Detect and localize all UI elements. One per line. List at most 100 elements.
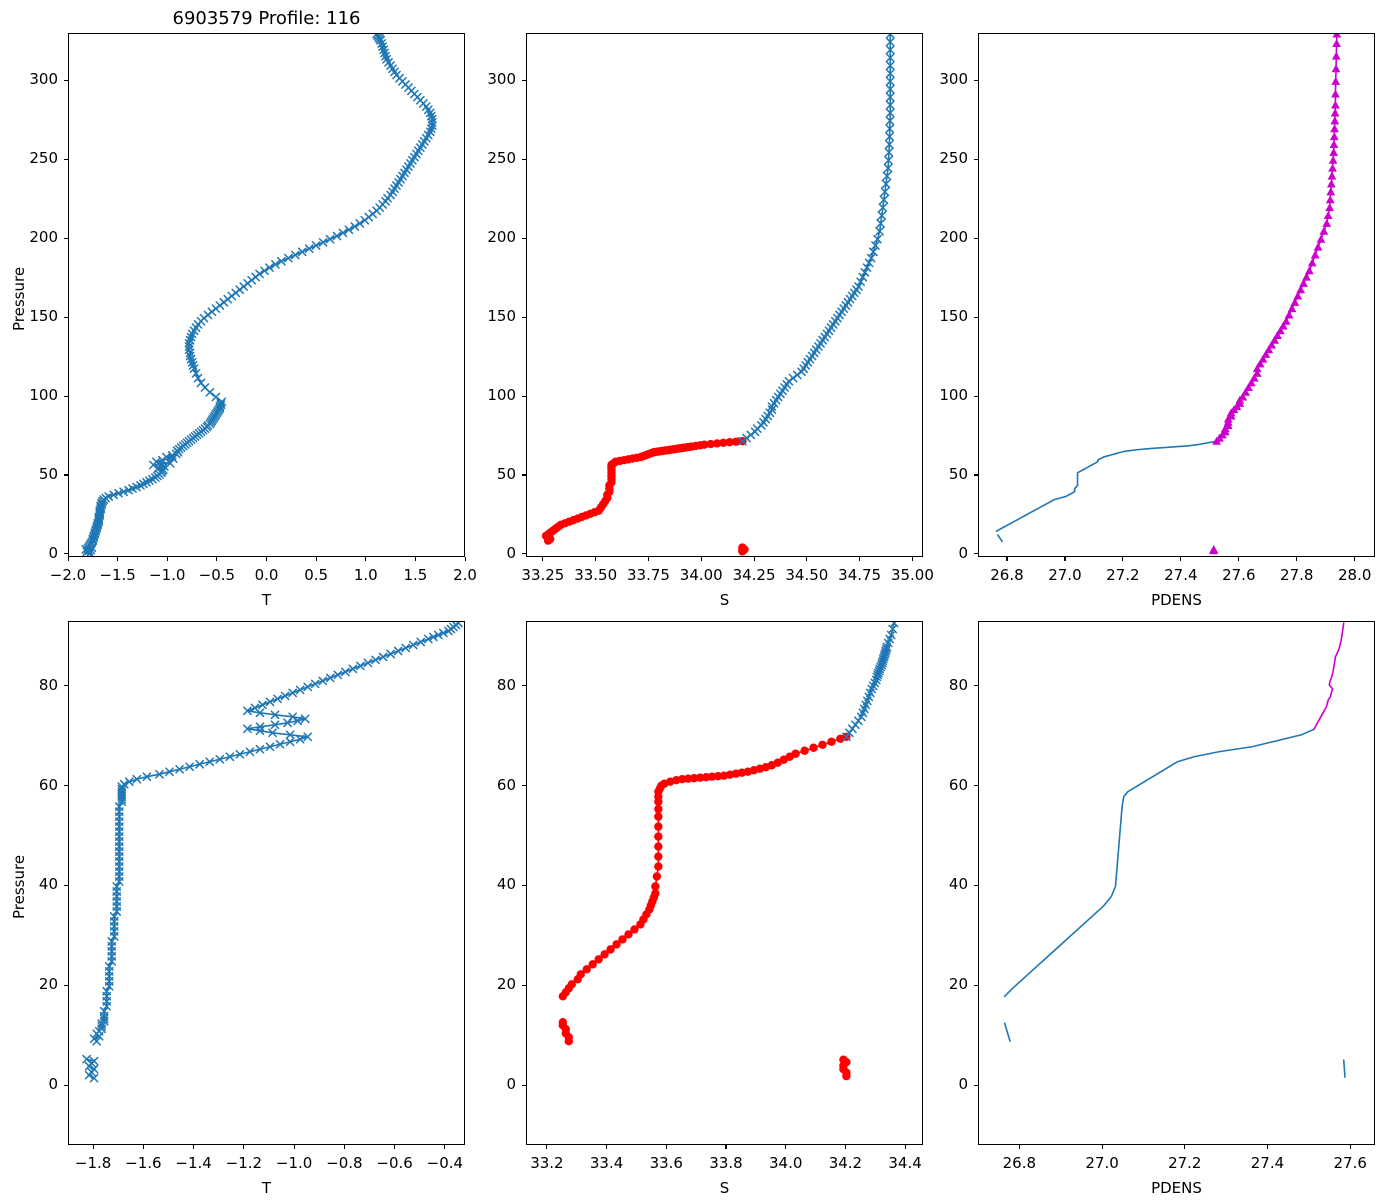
ytick-label-bottom-right-pdens-zoom-1: 20 <box>948 975 968 994</box>
ytick-mark-top-right-pdens-1 <box>974 474 978 476</box>
figure-title: 6903579 Profile: 116 <box>172 8 361 29</box>
xtick-mark-top-left-temperature-5 <box>315 557 317 561</box>
xtick-label-top-right-pdens-5: 27.8 <box>1280 566 1314 584</box>
ytick-label-top-left-temperature-0: 0 <box>48 543 58 562</box>
xtick-label-top-middle-salinity-6: 34.75 <box>838 566 882 584</box>
ytick-label-top-middle-salinity-0: 0 <box>506 543 516 562</box>
xtick-mark-bottom-middle-salinity-zoom-2 <box>665 1145 667 1149</box>
ytick-label-top-left-temperature-1: 50 <box>38 464 58 483</box>
ytick-label-bottom-middle-salinity-zoom-0: 0 <box>506 1075 516 1094</box>
ytick-label-top-middle-salinity-5: 250 <box>487 149 516 168</box>
xtick-mark-top-middle-salinity-6 <box>859 557 861 561</box>
xtick-mark-bottom-left-temperature-zoom-5 <box>343 1145 345 1149</box>
ytick-label-bottom-middle-salinity-zoom-3: 60 <box>496 775 516 794</box>
axes-frame-bottom-left-temperature-zoom <box>68 621 465 1145</box>
xaxis-label-top-middle-salinity: S <box>719 591 730 609</box>
xtick-mark-bottom-left-temperature-zoom-3 <box>243 1145 245 1149</box>
ytick-mark-top-right-pdens-2 <box>974 395 978 397</box>
ytick-label-top-middle-salinity-2: 100 <box>487 386 516 404</box>
ytick-mark-bottom-right-pdens-zoom-2 <box>974 884 978 887</box>
series-top-right-pdens-0 <box>1209 545 1219 555</box>
xtick-mark-top-right-pdens-1 <box>1064 557 1066 561</box>
xtick-mark-top-left-temperature-6 <box>365 557 367 561</box>
series-bottom-middle-salinity-zoom-2 <box>558 732 851 1001</box>
series-top-middle-salinity-0 <box>738 543 749 556</box>
ytick-mark-top-middle-salinity-4 <box>522 237 526 239</box>
xtick-label-bottom-middle-salinity-zoom-4: 34.0 <box>768 1154 803 1172</box>
xtick-label-top-right-pdens-0: 26.8 <box>990 566 1024 584</box>
ytick-mark-bottom-left-temperature-zoom-2 <box>64 884 68 887</box>
ytick-mark-bottom-left-temperature-zoom-4 <box>64 685 68 687</box>
ytick-label-bottom-right-pdens-zoom-4: 80 <box>948 675 968 694</box>
ytick-mark-bottom-middle-salinity-zoom-1 <box>522 984 526 986</box>
ytick-mark-top-middle-salinity-5 <box>522 158 526 160</box>
xtick-label-bottom-middle-salinity-zoom-1: 33.4 <box>589 1154 624 1172</box>
xtick-label-bottom-left-temperature-zoom-6: −0.6 <box>376 1154 413 1172</box>
ytick-mark-top-right-pdens-0 <box>974 553 978 555</box>
xaxis-label-bottom-middle-salinity-zoom: S <box>719 1179 730 1197</box>
series-top-right-pdens-3 <box>1212 34 1342 445</box>
axes-frame-top-right-pdens <box>978 33 1375 557</box>
ytick-mark-top-left-temperature-1 <box>64 474 68 476</box>
xtick-label-bottom-middle-salinity-zoom-6: 34.4 <box>888 1154 922 1172</box>
ytick-mark-top-middle-salinity-3 <box>522 316 526 318</box>
xtick-label-bottom-left-temperature-zoom-4: −1.0 <box>275 1154 313 1172</box>
ytick-label-top-left-temperature-3: 150 <box>29 307 58 326</box>
ytick-mark-top-left-temperature-6 <box>64 79 68 81</box>
xtick-label-top-left-temperature-1: −1.5 <box>99 566 136 584</box>
xtick-label-top-right-pdens-4: 27.6 <box>1222 566 1256 584</box>
xtick-mark-bottom-middle-salinity-zoom-3 <box>725 1145 727 1149</box>
xtick-mark-top-middle-salinity-4 <box>753 557 755 561</box>
xtick-mark-top-right-pdens-4 <box>1238 557 1240 561</box>
ytick-mark-top-right-pdens-4 <box>974 237 978 239</box>
series-top-middle-salinity-1 <box>541 437 747 545</box>
xtick-label-bottom-left-temperature-zoom-3: −1.2 <box>225 1154 263 1172</box>
ytick-label-top-right-pdens-0: 0 <box>958 543 968 562</box>
ytick-mark-top-left-temperature-0 <box>64 553 68 555</box>
xtick-mark-top-left-temperature-4 <box>266 557 268 561</box>
xaxis-label-bottom-left-temperature-zoom: T <box>261 1179 272 1197</box>
series-bottom-right-pdens-zoom-0 <box>1342 1059 1346 1078</box>
ytick-label-top-middle-salinity-3: 150 <box>487 307 516 326</box>
ytick-mark-bottom-left-temperature-zoom-1 <box>64 984 68 986</box>
ytick-label-bottom-left-temperature-zoom-3: 60 <box>38 775 58 794</box>
ytick-label-top-left-temperature-6: 300 <box>29 70 58 89</box>
plot-area-top-left-temperature <box>81 34 437 556</box>
ytick-mark-top-middle-salinity-6 <box>522 79 526 81</box>
panel-top-left-temperature <box>68 33 465 557</box>
xtick-label-bottom-left-temperature-zoom-5: −0.8 <box>326 1154 363 1172</box>
series-top-middle-salinity-2 <box>738 34 895 446</box>
ytick-label-bottom-right-pdens-zoom-3: 60 <box>948 775 968 794</box>
series-bottom-right-pdens-zoom-3 <box>1313 622 1345 731</box>
ytick-label-bottom-middle-salinity-zoom-1: 20 <box>496 975 516 994</box>
xtick-label-bottom-middle-salinity-zoom-0: 33.2 <box>530 1154 564 1172</box>
xtick-label-bottom-right-pdens-zoom-2: 27.2 <box>1168 1154 1202 1172</box>
xtick-mark-top-right-pdens-3 <box>1180 557 1182 561</box>
series-bottom-left-temperature-zoom-0 <box>82 1054 99 1083</box>
xtick-label-top-middle-salinity-1: 33.50 <box>574 566 618 584</box>
xtick-mark-top-middle-salinity-5 <box>806 557 808 561</box>
ytick-label-top-right-pdens-2: 100 <box>939 386 968 404</box>
xtick-mark-bottom-right-pdens-zoom-1 <box>1101 1145 1103 1149</box>
plot-area-top-right-pdens <box>995 34 1342 555</box>
xtick-label-top-left-temperature-2: −1.0 <box>149 566 186 584</box>
series-top-left-temperature-0 <box>81 34 437 556</box>
ytick-label-top-right-pdens-5: 250 <box>939 149 968 168</box>
ytick-label-top-middle-salinity-4: 200 <box>487 228 516 247</box>
xtick-label-top-left-temperature-4: 0.0 <box>254 566 279 584</box>
xtick-label-top-left-temperature-5: 0.5 <box>304 566 329 584</box>
panel-bottom-left-temperature-zoom <box>68 621 465 1145</box>
xtick-mark-top-right-pdens-2 <box>1122 557 1124 561</box>
ytick-mark-top-right-pdens-3 <box>974 316 978 318</box>
ytick-mark-bottom-left-temperature-zoom-0 <box>64 1084 68 1086</box>
xtick-label-top-middle-salinity-7: 35.00 <box>890 566 934 584</box>
ytick-label-bottom-left-temperature-zoom-0: 0 <box>48 1075 58 1094</box>
xtick-mark-top-middle-salinity-0 <box>542 557 544 561</box>
xtick-mark-bottom-middle-salinity-zoom-5 <box>844 1145 846 1149</box>
xtick-mark-top-left-temperature-2 <box>166 557 168 561</box>
ytick-mark-bottom-middle-salinity-zoom-4 <box>522 685 526 687</box>
xaxis-label-top-left-temperature: T <box>261 591 272 609</box>
series-bottom-left-temperature-zoom-1 <box>89 622 463 1046</box>
xtick-label-top-left-temperature-8: 2.0 <box>453 566 477 584</box>
ytick-label-top-right-pdens-4: 200 <box>939 228 968 247</box>
